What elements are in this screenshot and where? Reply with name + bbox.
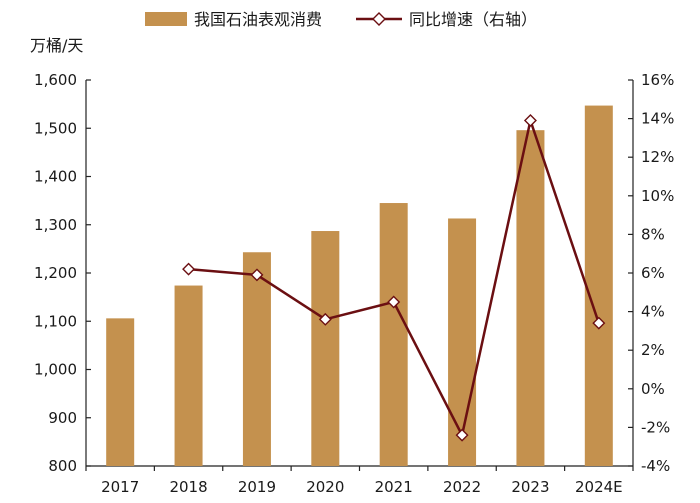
growth-point-marker — [250, 268, 264, 282]
left-tick-label: 900 — [48, 409, 77, 427]
growth-point-marker — [182, 262, 196, 276]
left-tick-label: 1,100 — [34, 312, 77, 330]
x-tick-label: 2024E — [575, 478, 623, 496]
bar-series — [106, 105, 613, 466]
legend-bar-label: 我国石油表观消费 — [194, 10, 322, 29]
right-tick-label: 2% — [641, 341, 665, 359]
left-tick-label: 800 — [48, 457, 77, 475]
left-tick-label: 1,300 — [34, 216, 77, 234]
growth-point-marker — [592, 316, 606, 330]
growth-point-marker — [455, 428, 469, 442]
right-axis-ticks: -4% -2% 0% 2% 4% 6% 8% 10% 12% 14% 16% — [628, 71, 674, 475]
legend: 我国石油表观消费 同比增速（右轴） — [145, 10, 537, 29]
growth-point-marker — [318, 312, 332, 326]
x-tick-label: 2018 — [169, 478, 207, 496]
legend-bar-swatch — [145, 12, 187, 26]
x-tick-label: 2020 — [306, 478, 344, 496]
x-tick-label: 2019 — [238, 478, 276, 496]
right-tick-label: -4% — [641, 457, 670, 475]
right-tick-label: 14% — [641, 110, 674, 128]
x-axis-labels: 2017 2018 2019 2020 2021 2022 2023 2024E — [85, 466, 634, 496]
right-tick-label: 4% — [641, 303, 665, 321]
bar — [584, 105, 613, 466]
left-tick-label: 1,500 — [34, 119, 77, 137]
bar — [242, 252, 271, 466]
right-tick-label: 12% — [641, 148, 674, 166]
x-tick-label: 2023 — [511, 478, 549, 496]
left-tick-label: 1,600 — [34, 71, 77, 89]
growth-point-marker — [387, 295, 401, 309]
x-tick-label: 2022 — [443, 478, 481, 496]
right-tick-label: 8% — [641, 225, 665, 243]
bar — [516, 130, 545, 466]
right-tick-label: 6% — [641, 264, 665, 282]
bar — [174, 285, 203, 466]
bar — [448, 218, 477, 466]
bar — [106, 318, 135, 466]
left-axis-ticks: 800 900 1,000 1,100 1,200 1,300 1,400 1,500 1,60… — [34, 71, 91, 475]
bar — [379, 203, 408, 466]
right-tick-label: 0% — [641, 380, 665, 398]
growth-point-marker — [523, 114, 537, 128]
left-tick-label: 1,000 — [34, 361, 77, 379]
left-tick-label: 1,400 — [34, 168, 77, 186]
line-series — [182, 114, 606, 442]
right-tick-label: 10% — [641, 187, 674, 205]
bar — [311, 231, 340, 466]
x-tick-label: 2017 — [101, 478, 139, 496]
right-tick-label: 16% — [641, 71, 674, 89]
legend-line-label: 同比增速（右轴） — [409, 10, 537, 29]
left-axis-unit: 万桶/天 — [30, 36, 83, 55]
left-tick-label: 1,200 — [34, 264, 77, 282]
right-tick-label: -2% — [641, 418, 670, 436]
x-tick-label: 2021 — [375, 478, 413, 496]
legend-line-marker — [372, 12, 386, 26]
